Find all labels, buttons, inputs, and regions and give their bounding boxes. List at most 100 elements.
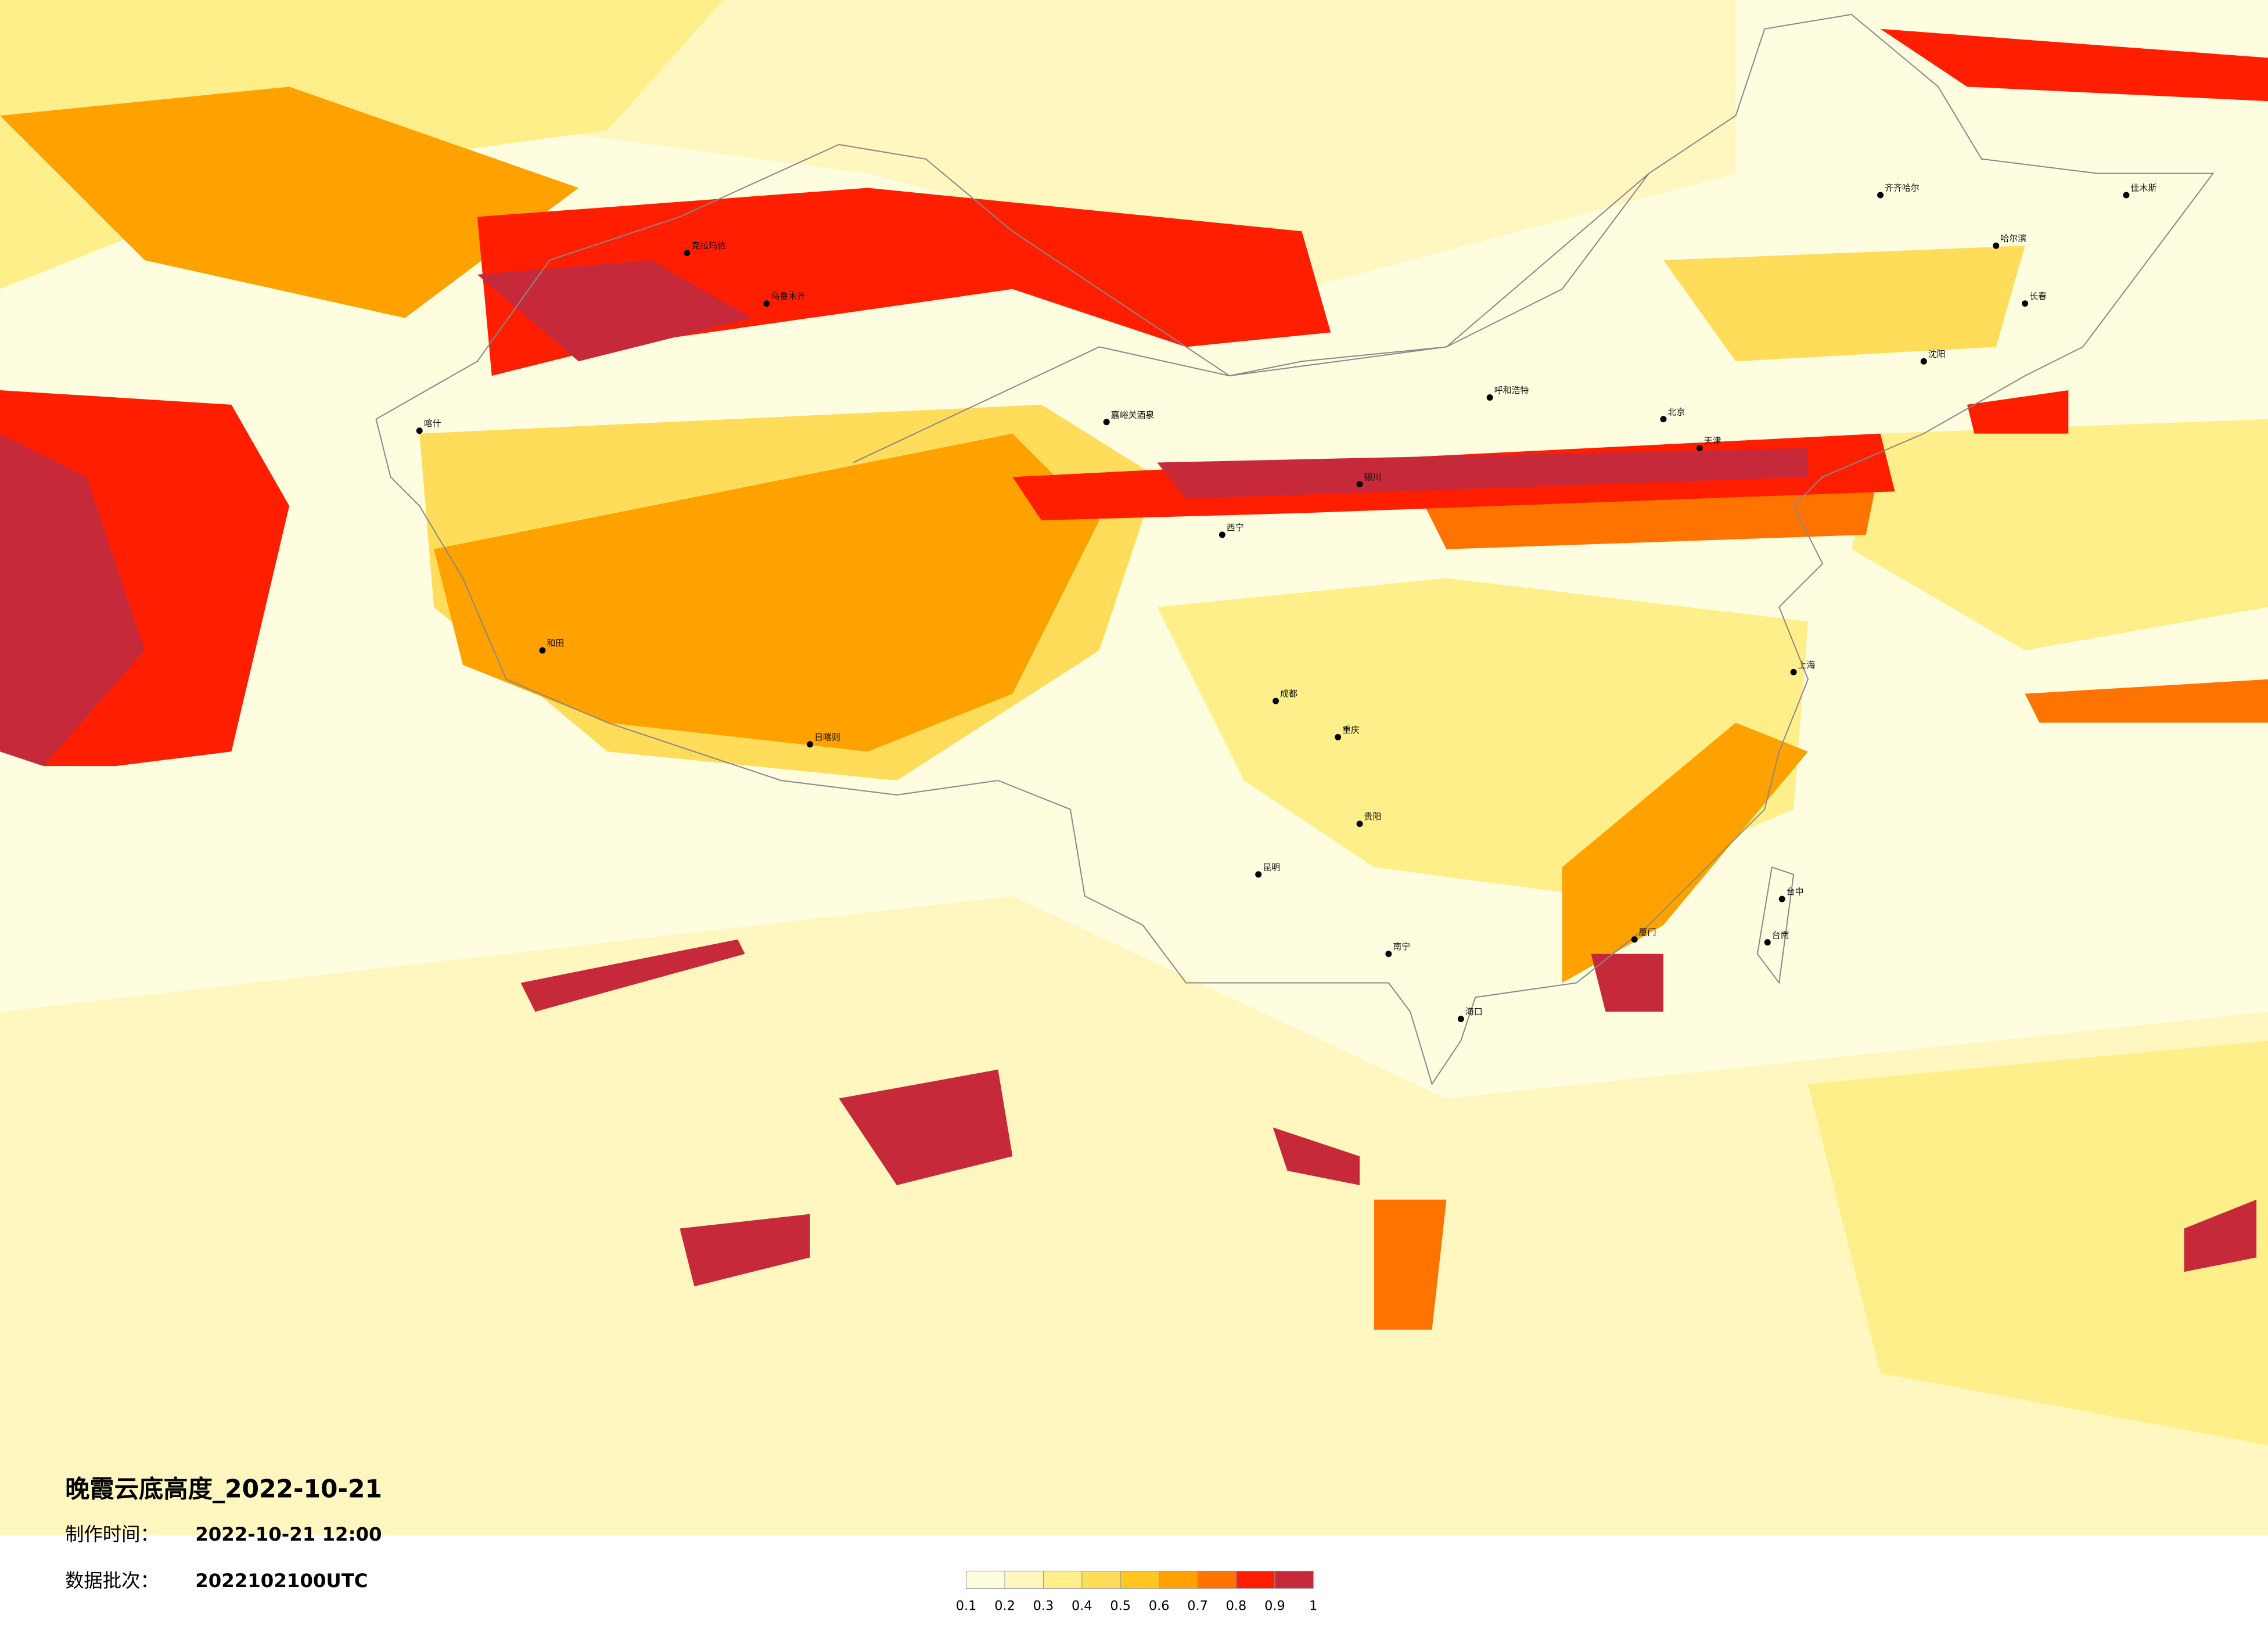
city-dot xyxy=(1219,531,1225,538)
city-label: 天津 xyxy=(1704,436,1721,446)
field-area xyxy=(2025,679,2268,723)
city-label: 海口 xyxy=(1465,1006,1483,1017)
field-area xyxy=(0,896,2268,1535)
city-label: 南宁 xyxy=(1393,941,1410,952)
legend-swatch xyxy=(1043,1570,1083,1589)
legend-swatch xyxy=(966,1570,1005,1589)
city-label: 呼和浩特 xyxy=(1494,385,1529,395)
batch-label: 数据批次： xyxy=(65,1570,159,1592)
field-area xyxy=(1880,28,2268,102)
city-label: 昆明 xyxy=(1263,862,1280,872)
legend-swatch xyxy=(1120,1570,1160,1589)
legend-tick-label: 0.9 xyxy=(1264,1599,1285,1614)
field-area xyxy=(839,1069,1013,1185)
city-label: 和田 xyxy=(547,638,564,649)
field-area xyxy=(1808,1041,2268,1445)
city-label: 银川 xyxy=(1364,472,1381,482)
city-label: 成都 xyxy=(1280,689,1297,699)
city-label: 厦门 xyxy=(1639,927,1656,937)
city-label: 喀什 xyxy=(424,418,441,429)
cloud-field xyxy=(0,0,2268,1535)
made-value: 2022-10-21 12:00 xyxy=(195,1523,382,1545)
legend-tick-label: 0.7 xyxy=(1187,1599,1208,1614)
legend-tick-label: 0.6 xyxy=(1149,1599,1170,1614)
city-dot xyxy=(2123,192,2130,199)
field-area xyxy=(1967,390,2069,434)
city-dot xyxy=(1486,394,1493,401)
field-area xyxy=(434,433,1099,752)
city-dot xyxy=(416,427,423,434)
city-label: 克拉玛依 xyxy=(691,240,726,251)
city-dot xyxy=(1696,445,1703,452)
city-dot xyxy=(1273,697,1279,704)
city-dot xyxy=(1631,936,1638,943)
mongolia-border xyxy=(853,172,1649,463)
legend-tick-label: 0.1 xyxy=(956,1599,977,1614)
city-label: 哈尔滨 xyxy=(2000,233,2026,244)
city-label: 北京 xyxy=(1667,406,1685,417)
legend-swatch xyxy=(1004,1570,1044,1589)
legend-swatch xyxy=(1081,1570,1121,1589)
field-area xyxy=(1562,722,1809,983)
city-label: 日喀则 xyxy=(814,732,840,742)
city-label: 沈阳 xyxy=(1928,349,1946,359)
city-dot xyxy=(1103,419,1110,426)
legend-tick-label: 0.4 xyxy=(1072,1599,1092,1614)
city-label: 上海 xyxy=(1798,660,1816,670)
legend-tick-label: 0.2 xyxy=(994,1599,1015,1614)
field-area xyxy=(1591,954,1663,1012)
city-label: 重庆 xyxy=(1342,725,1360,735)
china-outline xyxy=(375,13,2215,1085)
city-dot xyxy=(763,300,770,307)
legend-tick-label: 1 xyxy=(1309,1599,1317,1614)
city-dot xyxy=(1993,242,2000,249)
city-label: 长春 xyxy=(2029,291,2047,301)
city-dot xyxy=(1877,192,1884,199)
city-label: 乌鲁木齐 xyxy=(771,291,806,301)
city-dot xyxy=(1920,358,1927,365)
map-title: 晚霞云底高度_2022-10-21 xyxy=(65,1475,382,1503)
field-area xyxy=(680,1214,810,1287)
city-dot xyxy=(2022,300,2029,307)
field-area xyxy=(1157,448,1809,499)
city-dot xyxy=(1778,895,1785,902)
field-area xyxy=(520,939,745,1012)
city-dot xyxy=(1335,733,1342,740)
city-dot xyxy=(1790,668,1797,675)
city-dot xyxy=(684,250,691,257)
field-area xyxy=(1663,246,2025,362)
legend-swatch xyxy=(1159,1570,1198,1589)
batch-value: 2022102100UTC xyxy=(195,1570,368,1592)
city-label: 嘉峪关酒泉 xyxy=(1111,409,1155,420)
field-area xyxy=(1851,419,2268,650)
legend-swatch xyxy=(1197,1570,1237,1589)
made-label: 制作时间： xyxy=(65,1523,159,1545)
borders xyxy=(375,13,2215,1085)
city-dot xyxy=(1457,1016,1464,1023)
city-dot xyxy=(539,647,546,654)
field-area xyxy=(1273,1127,1360,1185)
field-area xyxy=(477,260,753,362)
city-label: 西宁 xyxy=(1227,522,1244,533)
city-dot xyxy=(807,741,814,748)
legend-tick-label: 0.5 xyxy=(1110,1599,1131,1614)
city-dot xyxy=(1356,481,1363,488)
city-label: 贵阳 xyxy=(1364,811,1381,822)
legend-swatch xyxy=(1274,1570,1314,1589)
city-label: 台南 xyxy=(1772,930,1789,940)
field-area xyxy=(0,87,579,318)
field-area xyxy=(1374,1199,1447,1330)
city-dot xyxy=(1385,951,1392,958)
field-area xyxy=(0,433,145,767)
color-legend: 0.1 0.2 0.3 0.4 0.5 0.6 0.7 0.8 0.9 1 xyxy=(956,1570,1317,1614)
city-label: 台中 xyxy=(1787,887,1804,897)
legend-swatch xyxy=(1235,1570,1275,1589)
field-area xyxy=(2184,1199,2257,1272)
legend-tick-label: 0.8 xyxy=(1226,1599,1247,1614)
city-dot xyxy=(1356,821,1363,828)
city-dot xyxy=(1255,871,1262,878)
legend-tick-label: 0.3 xyxy=(1033,1599,1054,1614)
